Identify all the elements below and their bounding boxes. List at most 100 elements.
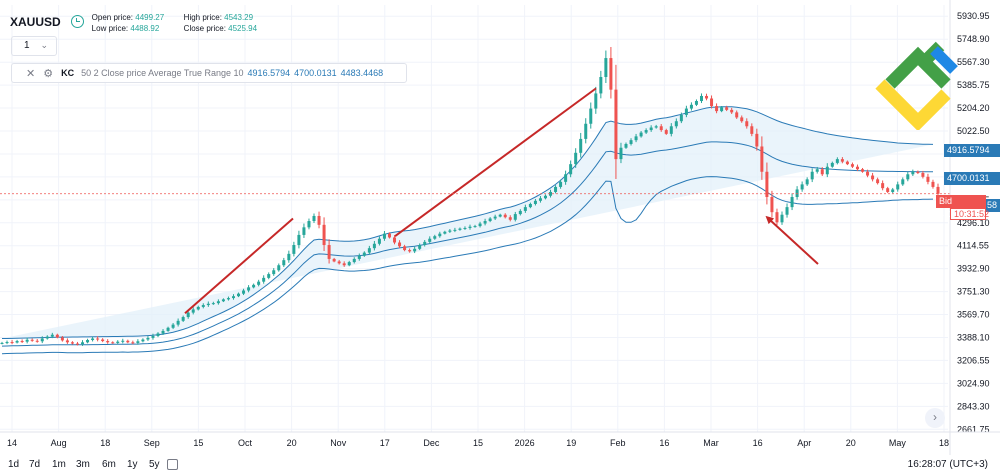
candle[interactable]: [649, 125, 653, 132]
candle[interactable]: [448, 228, 452, 233]
candle[interactable]: [503, 213, 507, 219]
candle[interactable]: [126, 339, 130, 344]
candle[interactable]: [458, 227, 462, 231]
candle[interactable]: [186, 310, 190, 319]
candle[interactable]: [528, 202, 532, 209]
candle[interactable]: [45, 335, 49, 340]
candle[interactable]: [317, 211, 321, 229]
time-axis[interactable]: 14 Aug 18 Sep 15 Oct 20 Nov 17 Dec 15 2026 19 Feb 16 Ma…: [0, 431, 1000, 448]
candle[interactable]: [242, 288, 246, 296]
candle[interactable]: [101, 338, 105, 343]
candle[interactable]: [760, 136, 764, 180]
candle[interactable]: [911, 169, 915, 177]
candle[interactable]: [619, 142, 623, 164]
candle[interactable]: [176, 318, 180, 327]
candle[interactable]: [599, 70, 603, 99]
candle[interactable]: [237, 292, 241, 298]
candle[interactable]: [20, 339, 24, 343]
candle[interactable]: [554, 185, 558, 194]
candle[interactable]: [15, 339, 19, 344]
candle[interactable]: [146, 336, 150, 341]
candle[interactable]: [252, 283, 256, 289]
candle[interactable]: [96, 336, 100, 342]
candle[interactable]: [216, 299, 220, 305]
candle[interactable]: [549, 189, 553, 198]
candle[interactable]: [604, 50, 608, 84]
candle[interactable]: [609, 47, 613, 99]
candle[interactable]: [121, 338, 125, 344]
candle[interactable]: [629, 138, 633, 146]
candle[interactable]: [342, 261, 346, 267]
candle[interactable]: [372, 240, 376, 251]
candle[interactable]: [272, 268, 276, 276]
candle[interactable]: [377, 236, 381, 246]
candle[interactable]: [151, 333, 155, 340]
candle[interactable]: [367, 245, 371, 255]
candle[interactable]: [805, 177, 809, 187]
candle[interactable]: [387, 232, 391, 239]
candle[interactable]: [55, 333, 59, 339]
candle[interactable]: [624, 142, 628, 149]
candle[interactable]: [468, 224, 472, 230]
candle[interactable]: [35, 339, 39, 343]
candle[interactable]: [478, 221, 482, 228]
candle[interactable]: [518, 209, 522, 216]
candle[interactable]: [413, 246, 417, 254]
candle[interactable]: [699, 93, 703, 104]
candle[interactable]: [312, 213, 316, 224]
timeframe-5y[interactable]: 5y: [149, 459, 160, 470]
candle[interactable]: [50, 332, 54, 339]
candle[interactable]: [654, 124, 658, 129]
candle[interactable]: [533, 198, 537, 206]
candle[interactable]: [644, 128, 648, 135]
candle[interactable]: [845, 160, 849, 166]
candle[interactable]: [850, 162, 854, 169]
timeframe-1d[interactable]: 1d: [8, 459, 20, 470]
candle[interactable]: [106, 339, 110, 344]
candle[interactable]: [755, 128, 759, 151]
candle[interactable]: [488, 217, 492, 223]
candle[interactable]: [584, 118, 588, 144]
candle[interactable]: [614, 64, 618, 179]
candle[interactable]: [201, 303, 205, 309]
candle[interactable]: [921, 170, 925, 179]
candle[interactable]: [116, 340, 120, 345]
candle[interactable]: [881, 180, 885, 191]
candle[interactable]: [931, 179, 935, 189]
candle[interactable]: [327, 239, 331, 264]
candle[interactable]: [211, 301, 215, 305]
candle[interactable]: [750, 123, 754, 137]
close-icon[interactable]: ✕: [26, 67, 36, 80]
timeframe-6m[interactable]: 6m: [102, 459, 116, 470]
candle[interactable]: [674, 118, 678, 129]
candle[interactable]: [423, 240, 427, 247]
candle[interactable]: [725, 105, 729, 112]
calendar-icon[interactable]: [167, 459, 178, 470]
candle[interactable]: [780, 211, 784, 225]
candle[interactable]: [297, 230, 301, 249]
candle[interactable]: [589, 102, 593, 129]
candle[interactable]: [835, 157, 839, 165]
candle[interactable]: [131, 340, 135, 345]
candle[interactable]: [141, 338, 145, 343]
gear-icon[interactable]: ⚙: [43, 67, 54, 80]
candle[interactable]: [166, 326, 170, 332]
candle[interactable]: [861, 167, 865, 173]
candle[interactable]: [292, 241, 296, 257]
candle[interactable]: [393, 235, 397, 245]
candle[interactable]: [65, 338, 69, 344]
indicator-legend[interactable]: ✕ ⚙ KC 50 2 Close price Average True Ran…: [11, 63, 407, 83]
candle[interactable]: [352, 257, 356, 264]
candle[interactable]: [559, 179, 563, 189]
candle[interactable]: [81, 340, 85, 346]
candle[interactable]: [523, 204, 527, 213]
candle[interactable]: [111, 341, 115, 344]
candle[interactable]: [634, 133, 638, 143]
candle[interactable]: [715, 103, 719, 114]
timeframe-7d[interactable]: 7d: [29, 459, 41, 470]
candle[interactable]: [498, 213, 502, 218]
candle[interactable]: [362, 251, 366, 257]
candle[interactable]: [564, 170, 568, 185]
candle[interactable]: [86, 338, 90, 344]
candle[interactable]: [740, 115, 744, 123]
